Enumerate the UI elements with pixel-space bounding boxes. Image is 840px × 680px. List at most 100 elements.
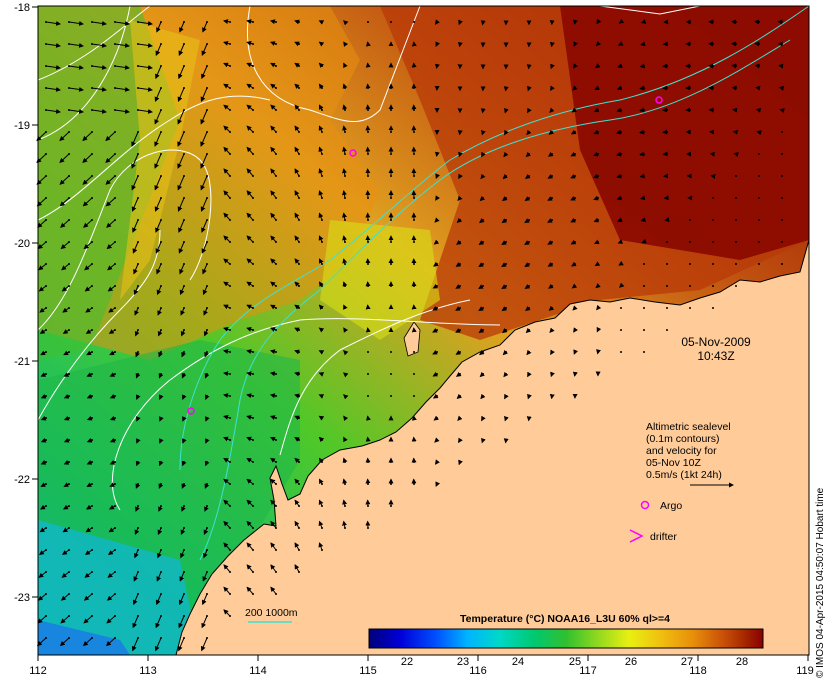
- velocity-vector: [61, 549, 70, 556]
- vector-origin: [413, 65, 415, 67]
- vector-origin: [252, 109, 254, 111]
- velocity-vector: [246, 586, 254, 595]
- vector-origin: [436, 109, 438, 111]
- vector-origin: [68, 197, 70, 199]
- vector-origin: [275, 241, 277, 243]
- velocity-vector: [179, 21, 185, 33]
- vector-origin: [390, 241, 392, 243]
- vector-origin: [482, 153, 484, 155]
- velocity-vector: [45, 86, 61, 92]
- vector-origin: [459, 395, 461, 397]
- vector-origin: [206, 197, 208, 199]
- vector-origin: [160, 417, 162, 419]
- colorbar: Temperature (°C) NOAA16_L3U 60% ql>=4 22…: [368, 613, 764, 668]
- vector-origin: [183, 263, 185, 265]
- vector-origin: [91, 65, 93, 67]
- vector-origin: [160, 351, 162, 353]
- vector-origin: [206, 637, 208, 639]
- velocity-vector: [154, 109, 162, 125]
- vector-origin: [298, 549, 300, 551]
- velocity-vector: [246, 235, 254, 243]
- vector-origin: [206, 21, 208, 23]
- vector-origin: [183, 219, 185, 221]
- velocity-vector: [246, 190, 254, 199]
- velocity-vector: [270, 499, 277, 507]
- vector-origin: [68, 153, 70, 155]
- vector-origin: [275, 395, 277, 397]
- vector-origin: [114, 461, 116, 463]
- vector-origin: [344, 131, 346, 133]
- vector-origin: [275, 285, 277, 287]
- vector-origin: [160, 65, 162, 67]
- velocity-vector: [84, 549, 93, 556]
- velocity-vector: [38, 263, 47, 271]
- vector-origin: [482, 263, 484, 265]
- vector-origin: [620, 285, 622, 287]
- vector-origin: [643, 285, 645, 287]
- vector-origin: [275, 263, 277, 265]
- velocity-vector: [84, 285, 93, 292]
- vector-origin: [781, 65, 783, 67]
- vector-origin: [505, 65, 507, 67]
- velocity-vector: [178, 615, 185, 629]
- velocity-vector: [223, 457, 231, 463]
- vector-origin: [551, 329, 553, 331]
- vector-origin: [229, 263, 231, 265]
- vector-origin: [620, 109, 622, 111]
- vector-origin: [45, 395, 47, 397]
- colorbar-tick: 25: [569, 656, 581, 668]
- vector-origin: [91, 21, 93, 23]
- vector-origin: [183, 439, 185, 441]
- vector-origin: [252, 373, 254, 375]
- vector-origin: [298, 21, 300, 23]
- velocity-vector: [223, 212, 231, 221]
- velocity-vector: [177, 131, 185, 147]
- vector-origin: [137, 241, 139, 243]
- vector-origin: [252, 351, 254, 353]
- vector-origin: [183, 373, 185, 375]
- vector-origin: [206, 175, 208, 177]
- vector-origin: [643, 263, 645, 265]
- velocity-vector: [223, 414, 231, 420]
- land-mass: [175, 239, 810, 656]
- velocity-vector: [294, 564, 300, 573]
- vector-origin: [275, 131, 277, 133]
- vector-origin: [574, 43, 576, 45]
- vector-origin: [229, 505, 231, 507]
- vector-origin: [758, 131, 760, 133]
- vector-origin: [666, 285, 668, 287]
- vector-origin: [298, 483, 300, 485]
- velocity-vector: [270, 457, 277, 463]
- velocity-vector: [133, 285, 139, 296]
- vector-origin: [689, 285, 691, 287]
- vector-origin: [574, 197, 576, 199]
- velocity-vector: [246, 146, 254, 155]
- y-tick-label: -19: [14, 120, 30, 132]
- vector-origin: [643, 109, 645, 111]
- vector-origin: [390, 307, 392, 309]
- vector-origin: [390, 219, 392, 221]
- velocity-vector: [62, 527, 70, 533]
- velocity-vector: [105, 131, 116, 142]
- vector-origin: [597, 43, 599, 45]
- vector-origin: [574, 373, 576, 375]
- vector-origin: [206, 285, 208, 287]
- vector-origin: [206, 307, 208, 309]
- velocity-vector: [223, 371, 231, 377]
- vector-origin: [275, 549, 277, 551]
- vector-origin: [183, 109, 185, 111]
- vector-origin: [459, 439, 461, 441]
- x-tick-label: 115: [359, 665, 377, 677]
- vector-origin: [252, 461, 254, 463]
- vector-origin: [505, 197, 507, 199]
- velocity-vector: [62, 329, 70, 334]
- argo-legend-label: Argo: [660, 500, 682, 512]
- vector-origin: [275, 43, 277, 45]
- vector-origin: [758, 197, 760, 199]
- vector-origin: [413, 219, 415, 221]
- velocity-vector: [132, 241, 139, 254]
- vector-origin: [229, 153, 231, 155]
- vector-origin: [781, 241, 783, 243]
- y-axis: -18 -19 -20 -21 -22 -23: [14, 2, 38, 604]
- vector-origin: [137, 65, 139, 67]
